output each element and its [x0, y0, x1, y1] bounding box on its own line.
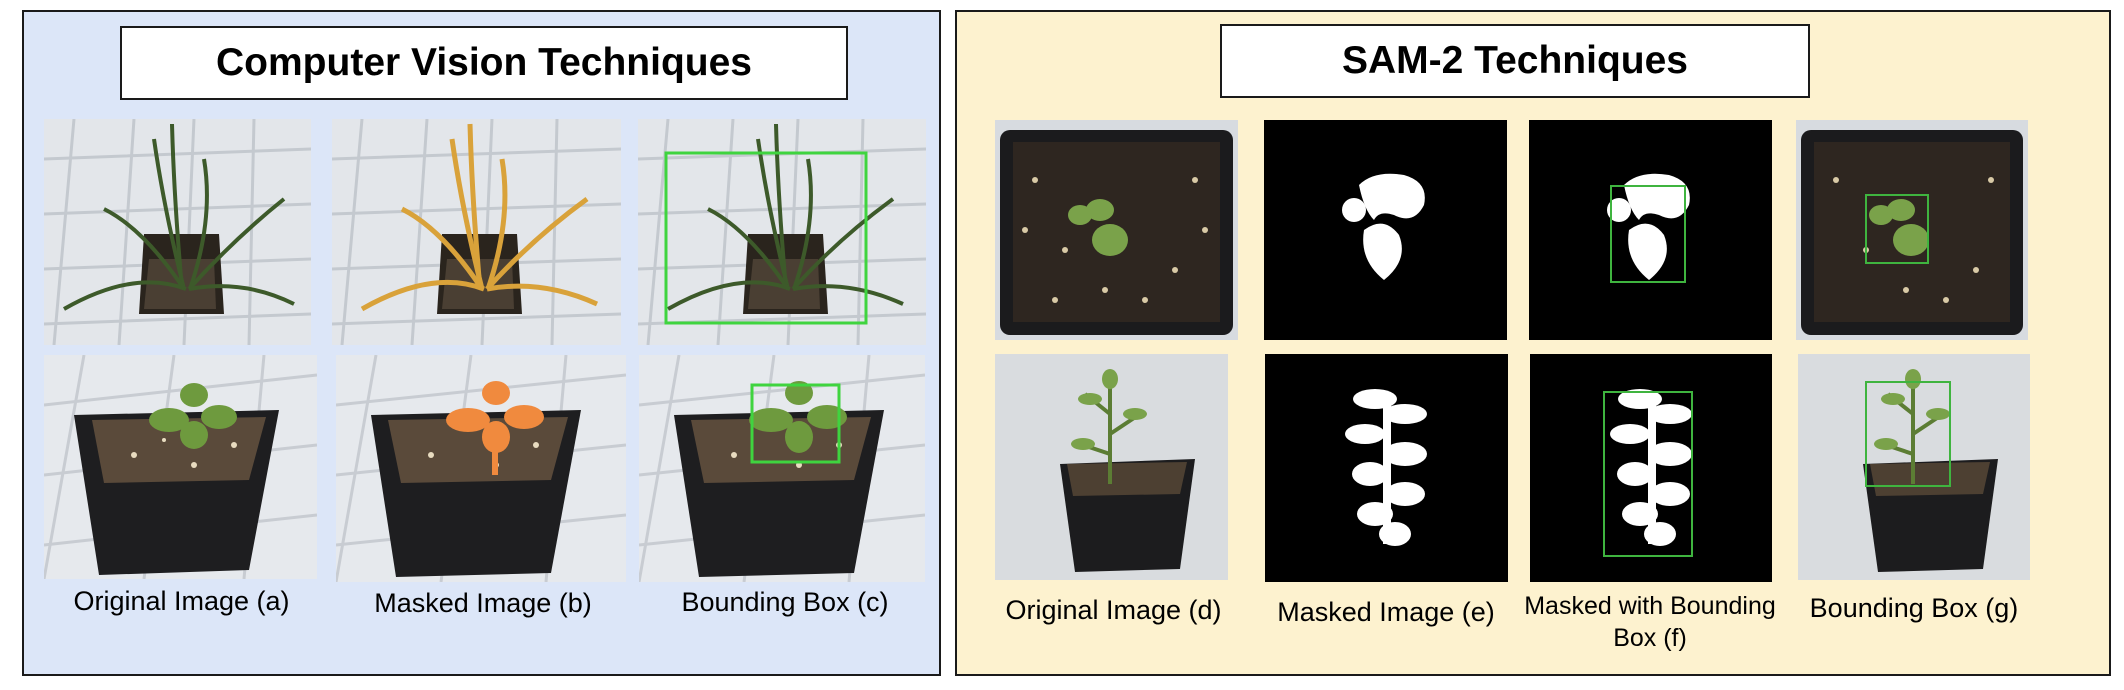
tall-plant-masked-bounding-box-image [1530, 354, 1772, 582]
bounding-box [664, 151, 868, 325]
bounding-box [1865, 381, 1951, 487]
grass-bounding-box-image [638, 119, 926, 345]
caption-masked-bounding-f: Masked with Bounding Box (f) [1524, 592, 1776, 652]
sam2-title: SAM-2 Techniques [1220, 24, 1810, 98]
bounding-box [1603, 391, 1693, 557]
grass-original-image [44, 119, 311, 345]
caption-masked-b: Masked Image (b) [374, 588, 592, 618]
pot-original-image [995, 120, 1238, 340]
bounding-box [1865, 194, 1929, 264]
tall-plant-bounding-box-image [1798, 354, 2030, 580]
pot-bounding-box-image [1796, 120, 2028, 340]
caption-original-a: Original Image (a) [73, 586, 290, 616]
pot-masked-image [1264, 120, 1507, 340]
computer-vision-panel: Computer Vision Techniques [22, 10, 941, 676]
bounding-box [750, 383, 841, 464]
seedling-masked-image [336, 355, 626, 582]
tall-plant-original-image [995, 354, 1228, 580]
caption-original-d: Original Image (d) [1005, 595, 1222, 625]
tall-plant-masked-image [1265, 354, 1508, 582]
grass-masked-image [332, 119, 621, 345]
seedling-bounding-box-image [639, 355, 925, 582]
caption-masked-e: Masked Image (e) [1277, 597, 1495, 627]
sam2-panel: SAM-2 Techniques [955, 10, 2111, 676]
caption-bounding-c: Bounding Box (c) [681, 587, 889, 617]
seedling-original-image [44, 355, 317, 579]
computer-vision-title: Computer Vision Techniques [120, 26, 848, 100]
pot-masked-bounding-box-image [1529, 120, 1772, 340]
caption-bounding-g: Bounding Box (g) [1809, 593, 2019, 623]
bounding-box [1610, 185, 1686, 283]
